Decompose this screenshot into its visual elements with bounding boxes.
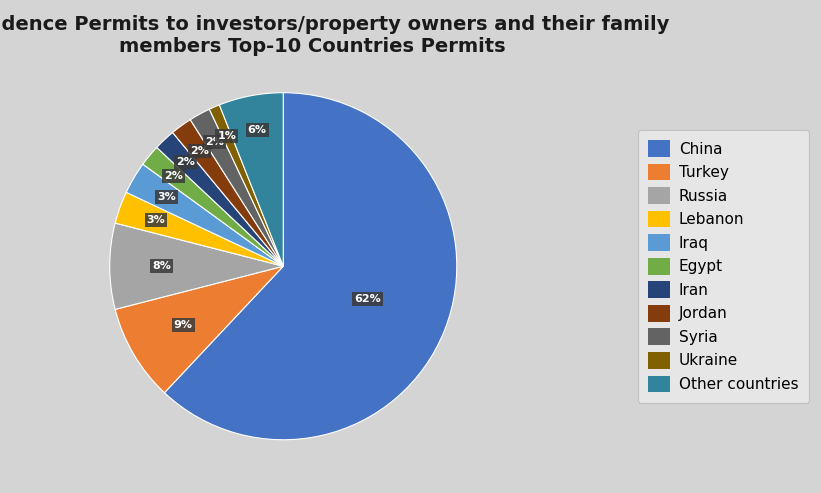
Wedge shape <box>190 109 283 266</box>
Text: 2%: 2% <box>164 171 183 180</box>
Legend: China, Turkey, Russia, Lebanon, Iraq, Egypt, Iran, Jordan, Syria, Ukraine, Other: China, Turkey, Russia, Lebanon, Iraq, Eg… <box>638 130 810 403</box>
Text: 2%: 2% <box>177 157 195 168</box>
Wedge shape <box>115 266 283 393</box>
Wedge shape <box>219 93 283 266</box>
Wedge shape <box>110 223 283 310</box>
Text: 3%: 3% <box>146 215 165 225</box>
Wedge shape <box>172 120 283 266</box>
Text: 3%: 3% <box>158 192 177 202</box>
Wedge shape <box>115 192 283 266</box>
Text: 1%: 1% <box>218 131 236 141</box>
Text: Residence Permits to investors/property owners and their family
members Top-10 C: Residence Permits to investors/property … <box>0 15 669 56</box>
Wedge shape <box>209 105 283 266</box>
Text: 6%: 6% <box>248 125 267 135</box>
Text: 2%: 2% <box>205 137 224 146</box>
Wedge shape <box>164 93 456 440</box>
Text: 2%: 2% <box>190 146 209 156</box>
Wedge shape <box>157 133 283 266</box>
Wedge shape <box>143 147 283 266</box>
Text: 9%: 9% <box>174 320 193 330</box>
Text: 8%: 8% <box>153 261 172 271</box>
Text: 62%: 62% <box>354 294 380 305</box>
Wedge shape <box>126 164 283 266</box>
